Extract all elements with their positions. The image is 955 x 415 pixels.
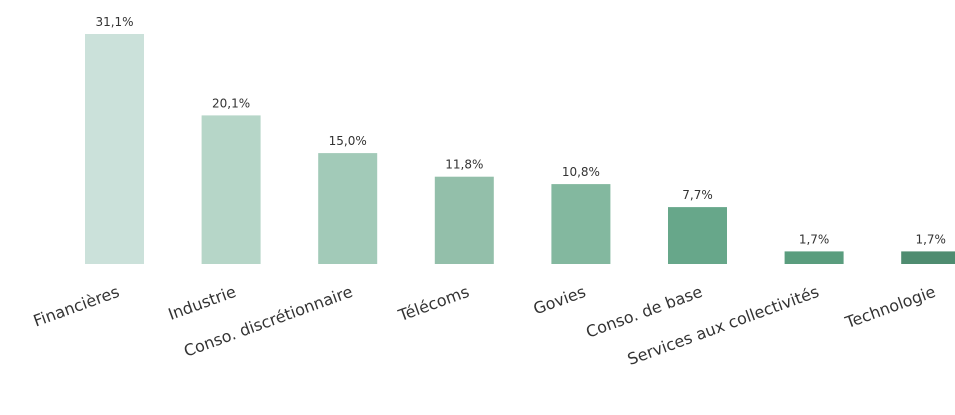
bar-value-label: 11,8% <box>445 158 483 172</box>
category-tick-label: Services aux collectivités <box>625 282 822 369</box>
bar <box>784 251 844 264</box>
bar <box>551 184 611 264</box>
bar-value-label: 31,1% <box>95 15 133 29</box>
bar <box>434 176 494 264</box>
bar <box>85 34 144 264</box>
bar <box>668 207 727 264</box>
category-tick-label: Financières <box>31 282 122 331</box>
category-tick-label: Technologie <box>842 282 938 333</box>
value-labels-group: 31,1% 20,1% 15,0% 11,8% 10,8% 7,7% 1,7% 1,7% <box>95 15 946 246</box>
bar <box>318 153 378 264</box>
bar-value-label: 10,8% <box>562 165 600 179</box>
bar <box>901 251 955 264</box>
bar-value-label: 7,7% <box>682 188 713 202</box>
bar-value-label: 1,7% <box>915 232 946 246</box>
category-tick-label: Govies <box>531 282 589 318</box>
category-tick-label: Télécoms <box>395 282 472 325</box>
bar-value-label: 20,1% <box>212 96 250 110</box>
bars-group <box>85 34 955 265</box>
category-tick-label: Industrie <box>166 282 239 324</box>
bar-value-label: 1,7% <box>799 232 830 246</box>
bar <box>201 115 261 265</box>
bar-value-label: 15,0% <box>329 134 367 148</box>
